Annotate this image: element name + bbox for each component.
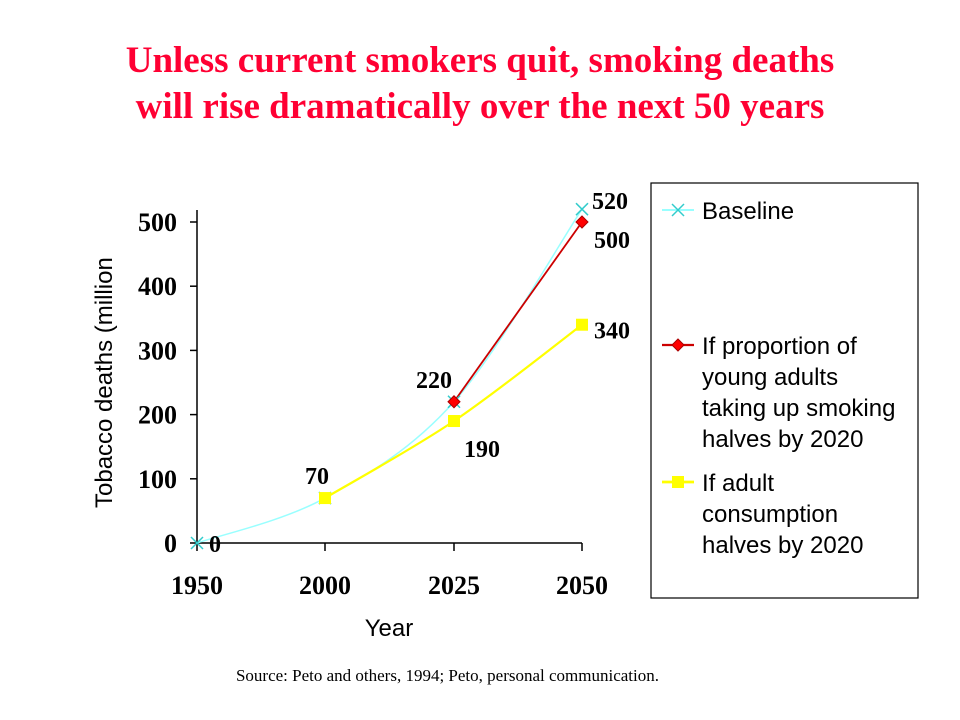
chart-title: Unless current smokers quit, smoking dea…	[0, 38, 960, 130]
series-2-point	[575, 215, 589, 229]
series-markers	[190, 202, 589, 550]
y-tick-label: 300	[138, 336, 177, 365]
y-tick-label: 200	[138, 401, 177, 430]
x-tick-label: 2050	[556, 571, 608, 600]
legend: Baseline If proportion of young adults taki…	[650, 182, 919, 599]
data-label: 70	[305, 464, 329, 490]
y-ticks: 0 100 200 300 400 500	[138, 208, 197, 558]
series-3-point	[448, 415, 460, 428]
legend-label: taking up smoking	[702, 395, 895, 422]
legend-item-2: If proportion of young adults taking up sm…	[662, 333, 895, 453]
x-tick-label: 2000	[299, 571, 351, 600]
series-lines	[196, 208, 583, 544]
axes	[196, 210, 582, 544]
series-3-point	[672, 476, 684, 488]
data-label: 190	[464, 437, 500, 463]
title-line-1: Unless current smokers quit, smoking dea…	[125, 40, 835, 81]
legend-label: If proportion of	[702, 333, 857, 360]
series-3-point	[576, 318, 588, 331]
y-axis-label: Tobacco deaths (million	[91, 257, 118, 508]
y-tick-label: 500	[138, 208, 177, 237]
legend-item-3: If adult consumption halves by 2020	[662, 470, 863, 559]
x-tick-label: 1950	[171, 571, 223, 600]
series-line-3	[324, 323, 583, 500]
y-tick-label: 0	[164, 529, 177, 558]
series-1-point	[575, 202, 589, 216]
x-ticks: 1950 2000 2025 2050	[171, 543, 608, 600]
data-labels: 0 70 220 190 520 500 340	[209, 189, 630, 558]
title-line-2: will rise dramatically over the next 50 …	[135, 86, 825, 127]
series-2-point	[671, 338, 685, 352]
x-axis-label: Year	[365, 615, 414, 642]
data-label: 340	[594, 319, 630, 345]
y-tick-label: 400	[138, 272, 177, 301]
y-tick-label: 100	[138, 465, 177, 494]
data-label: 500	[594, 228, 630, 254]
legend-label: young adults	[702, 364, 838, 391]
x-tick-label: 2025	[428, 571, 480, 600]
data-label: 0	[209, 532, 221, 558]
legend-item-1: Baseline	[662, 198, 794, 225]
series-line-1	[196, 208, 583, 544]
series-2-point	[447, 395, 461, 409]
legend-box	[650, 182, 919, 599]
legend-label: halves by 2020	[702, 532, 863, 559]
series-line-2	[453, 221, 583, 403]
series-1-point	[671, 203, 685, 217]
source-note: Source: Peto and others, 1994; Peto, per…	[235, 666, 660, 685]
legend-label: consumption	[702, 501, 838, 528]
legend-label: halves by 2020	[702, 426, 863, 453]
legend-label: Baseline	[702, 198, 794, 225]
legend-label: If adult	[702, 470, 774, 497]
data-label: 220	[416, 368, 452, 394]
data-label: 520	[592, 189, 628, 215]
series-3-point	[319, 492, 331, 505]
series-1-point	[190, 536, 204, 550]
